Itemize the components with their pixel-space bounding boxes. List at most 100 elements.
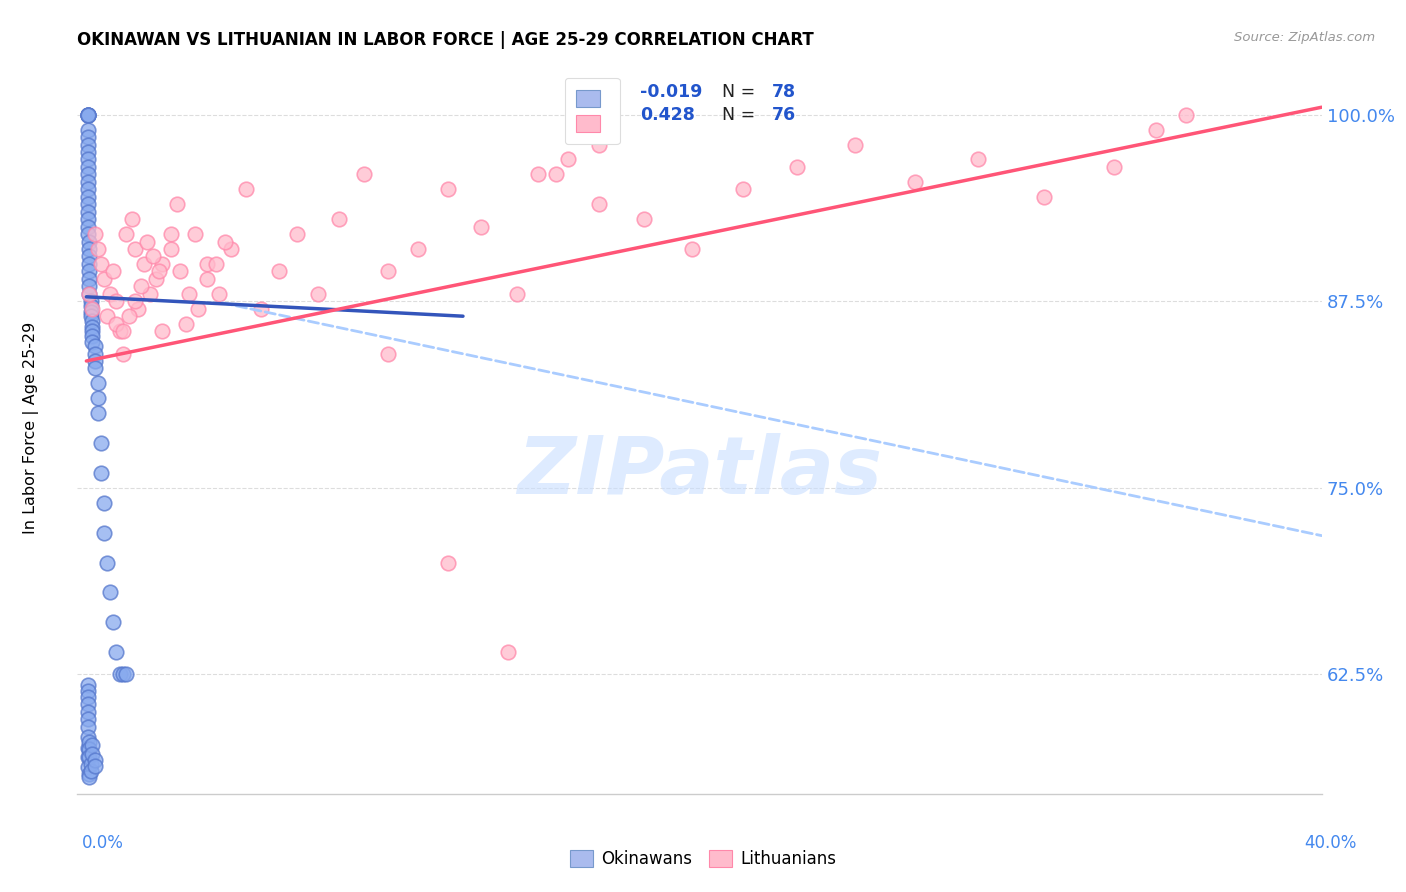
Point xyxy=(111,324,134,338)
Point xyxy=(111,667,134,681)
Legend: , : , xyxy=(565,78,620,145)
Point xyxy=(142,250,165,264)
Point xyxy=(159,227,181,241)
Point xyxy=(105,317,128,331)
Point xyxy=(527,168,550,182)
Point xyxy=(76,108,98,122)
Point xyxy=(76,705,98,719)
Point xyxy=(84,339,107,353)
Point xyxy=(82,319,104,334)
Point xyxy=(114,667,136,681)
Point xyxy=(80,299,103,313)
Point xyxy=(406,242,429,256)
Point xyxy=(269,264,291,278)
Text: N =: N = xyxy=(721,83,761,101)
Text: 0.428: 0.428 xyxy=(640,106,695,124)
Point xyxy=(496,645,519,659)
Point xyxy=(138,286,160,301)
Point xyxy=(1144,122,1167,136)
Point xyxy=(546,168,568,182)
Point xyxy=(150,257,173,271)
Point xyxy=(208,286,231,301)
Point xyxy=(80,757,103,772)
Text: ZIPatlas: ZIPatlas xyxy=(517,433,882,511)
Point xyxy=(114,227,136,241)
Point xyxy=(82,328,104,343)
Point xyxy=(129,279,152,293)
Point xyxy=(76,122,98,136)
Point xyxy=(76,204,98,219)
Point xyxy=(90,436,112,450)
Point xyxy=(195,272,218,286)
Point xyxy=(214,235,236,249)
Point xyxy=(437,556,460,570)
Point xyxy=(1102,160,1125,174)
Point xyxy=(82,324,104,338)
Point xyxy=(285,227,308,241)
Point xyxy=(79,771,101,785)
Point xyxy=(103,264,125,278)
Text: 0.0%: 0.0% xyxy=(82,834,124,852)
Point xyxy=(148,264,170,278)
Point xyxy=(76,712,98,726)
Point xyxy=(100,286,122,301)
Point xyxy=(117,309,139,323)
Text: N =: N = xyxy=(721,106,761,124)
Text: Source: ZipAtlas.com: Source: ZipAtlas.com xyxy=(1234,31,1375,45)
Point xyxy=(84,227,107,241)
Point xyxy=(79,286,101,301)
Point xyxy=(79,235,101,249)
Point xyxy=(76,720,98,734)
Point xyxy=(76,690,98,704)
Point xyxy=(124,294,146,309)
Point xyxy=(90,257,112,271)
Point xyxy=(79,742,101,756)
Point xyxy=(76,168,98,182)
Point xyxy=(76,175,98,189)
Point xyxy=(76,145,98,159)
Point xyxy=(76,160,98,174)
Text: R =: R = xyxy=(588,83,626,101)
Point xyxy=(76,212,98,227)
Point xyxy=(108,324,131,338)
Point xyxy=(159,242,181,256)
Point xyxy=(79,242,101,256)
Point xyxy=(76,153,98,167)
Point xyxy=(1175,108,1198,122)
Point xyxy=(377,346,399,360)
Point xyxy=(307,286,329,301)
Point xyxy=(844,137,866,152)
Point xyxy=(100,585,122,599)
Point xyxy=(79,734,101,748)
Point xyxy=(76,108,98,122)
Point xyxy=(79,250,101,264)
Point xyxy=(353,168,375,182)
Point xyxy=(470,219,492,234)
Point xyxy=(76,678,98,692)
Point xyxy=(76,698,98,712)
Point xyxy=(633,212,655,227)
Point xyxy=(76,749,98,764)
Point xyxy=(79,767,101,781)
Point xyxy=(87,242,110,256)
Point xyxy=(205,257,228,271)
Point xyxy=(127,301,149,316)
Point xyxy=(93,496,115,510)
Point xyxy=(250,301,273,316)
Point xyxy=(90,466,112,480)
Point xyxy=(80,764,103,779)
Point xyxy=(76,137,98,152)
Point xyxy=(76,760,98,774)
Point xyxy=(169,264,191,278)
Point xyxy=(1033,190,1056,204)
Point xyxy=(87,392,110,406)
Point xyxy=(377,264,399,278)
Point xyxy=(76,108,98,122)
Point xyxy=(437,182,460,196)
Text: -0.019: -0.019 xyxy=(640,83,702,101)
Text: 76: 76 xyxy=(772,106,796,124)
Point xyxy=(76,130,98,145)
Point xyxy=(79,264,101,278)
Text: In Labor Force | Age 25-29: In Labor Force | Age 25-29 xyxy=(22,322,39,534)
Point xyxy=(76,684,98,698)
